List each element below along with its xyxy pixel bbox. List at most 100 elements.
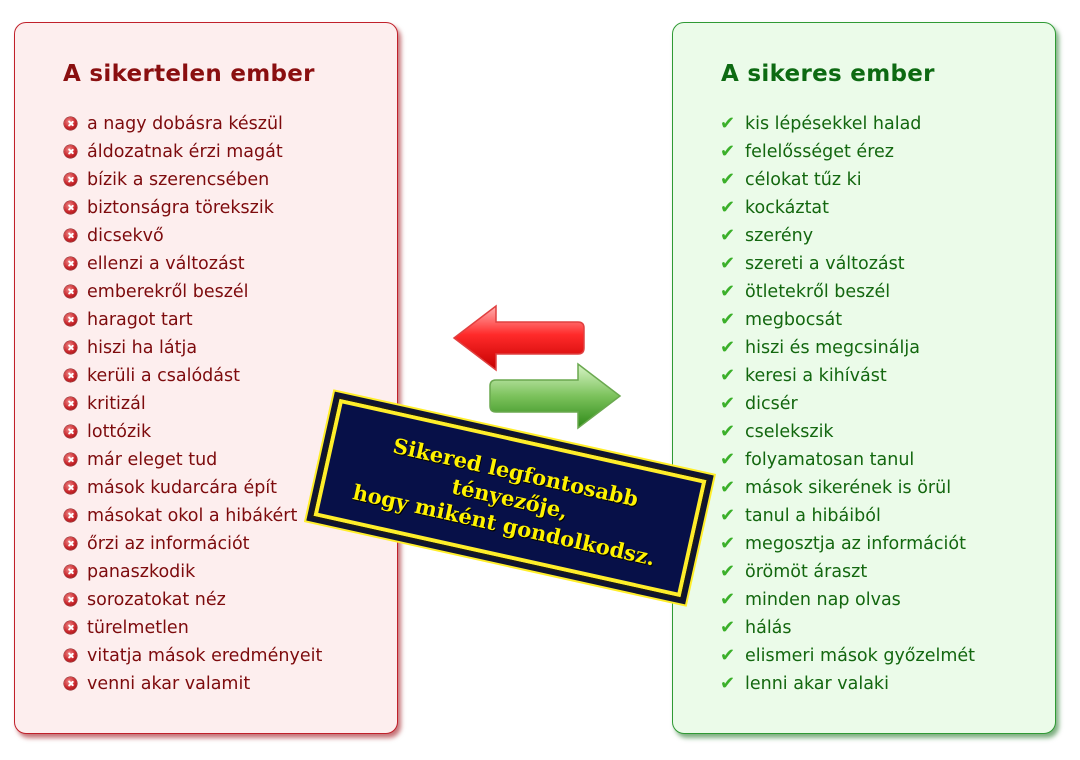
- list-item: ✔ dicsér: [720, 390, 975, 418]
- list-item: hiszi ha látja: [63, 334, 322, 362]
- list-item: kritizál: [63, 390, 322, 418]
- check-icon: ✔: [720, 169, 736, 190]
- list-item: ✔ lenni akar valaki: [720, 670, 975, 698]
- list-item-label: örömöt áraszt: [745, 562, 868, 582]
- x-circle-icon: [64, 369, 77, 382]
- list-item-label: hiszi és megcsinálja: [745, 338, 920, 358]
- x-circle-icon: [64, 677, 77, 690]
- x-circle-icon: [64, 397, 77, 410]
- list-item-label: kritizál: [87, 394, 146, 414]
- unsuccessful-traits-list: a nagy dobásra készül áldozatnak érzi mag…: [63, 110, 322, 698]
- check-icon: ✔: [720, 225, 736, 246]
- list-item: ✔ szereti a változást: [720, 250, 975, 278]
- check-icon: ✔: [720, 393, 736, 414]
- list-item: vitatja mások eredményeit: [63, 642, 322, 670]
- list-item-label: vitatja mások eredményeit: [87, 646, 323, 666]
- list-item: ✔ célokat tűz ki: [720, 166, 975, 194]
- list-item-label: ötletekről beszél: [745, 282, 891, 302]
- successful-person-panel: A sikeres ember ✔ kis lépésekkel halad ✔ fe…: [672, 22, 1056, 734]
- check-icon: ✔: [720, 421, 736, 442]
- check-icon: ✔: [720, 589, 736, 610]
- check-icon: ✔: [720, 141, 736, 162]
- list-item: ✔ szerény: [720, 222, 975, 250]
- list-item-label: a nagy dobásra készül: [87, 114, 283, 134]
- list-item-label: kockáztat: [745, 198, 830, 218]
- list-item: venni akar valamit: [63, 670, 322, 698]
- list-item: ✔ keresi a kihívást: [720, 362, 975, 390]
- list-item: ✔ folyamatosan tanul: [720, 446, 975, 474]
- list-item-label: felelősséget érez: [745, 142, 894, 162]
- list-item: türelmetlen: [63, 614, 322, 642]
- list-item: ✔ ötletekről beszél: [720, 278, 975, 306]
- list-item: sorozatokat néz: [63, 586, 322, 614]
- list-item-label: minden nap olvas: [745, 590, 901, 610]
- x-circle-icon: [64, 453, 77, 466]
- check-icon: ✔: [720, 309, 736, 330]
- list-item: ✔ örömöt áraszt: [720, 558, 975, 586]
- list-item: őrzi az információt: [63, 530, 322, 558]
- list-item-label: bízik a szerencsében: [87, 170, 270, 190]
- list-item: mások kudarcára épít: [63, 474, 322, 502]
- x-circle-icon: [64, 481, 77, 494]
- list-item: áldozatnak érzi magát: [63, 138, 322, 166]
- list-item-label: lenni akar valaki: [745, 674, 889, 694]
- list-item-label: folyamatosan tanul: [745, 450, 915, 470]
- list-item: ✔ felelősséget érez: [720, 138, 975, 166]
- list-item-label: kis lépésekkel halad: [745, 114, 922, 134]
- x-circle-icon: [64, 117, 77, 130]
- list-item-label: emberekről beszél: [87, 282, 249, 302]
- list-item-label: őrzi az információt: [87, 534, 250, 554]
- check-icon: ✔: [720, 673, 736, 694]
- check-icon: ✔: [720, 113, 736, 134]
- list-item-label: hiszi ha látja: [87, 338, 198, 358]
- check-icon: ✔: [720, 617, 736, 638]
- exchange-arrows: [452, 304, 622, 430]
- x-circle-icon: [64, 593, 77, 606]
- list-item: ✔ megbocsát: [720, 306, 975, 334]
- x-circle-icon: [64, 313, 77, 326]
- list-item: ✔ minden nap olvas: [720, 586, 975, 614]
- list-item: ✔ kockáztat: [720, 194, 975, 222]
- check-icon: ✔: [720, 253, 736, 274]
- list-item: ✔ hálás: [720, 614, 975, 642]
- list-item: ✔ kis lépésekkel halad: [720, 110, 975, 138]
- list-item-label: panaszkodik: [87, 562, 196, 582]
- list-item-label: dicsekvő: [87, 226, 164, 246]
- list-item-label: másokat okol a hibákért: [87, 506, 298, 526]
- list-item-label: megosztja az információt: [745, 534, 966, 554]
- check-icon: ✔: [720, 281, 736, 302]
- x-circle-icon: [64, 509, 77, 522]
- list-item-label: dicsér: [745, 394, 798, 414]
- successful-traits-list: ✔ kis lépésekkel halad ✔ felelősséget érez ✔…: [720, 110, 975, 698]
- x-circle-icon: [64, 425, 77, 438]
- list-item: a nagy dobásra készül: [63, 110, 322, 138]
- list-item: már eleget tud: [63, 446, 322, 474]
- list-item: ✔ megosztja az információt: [720, 530, 975, 558]
- x-circle-icon: [64, 229, 77, 242]
- x-circle-icon: [64, 621, 77, 634]
- successful-panel-title: A sikeres ember: [721, 61, 935, 87]
- list-item-label: keresi a kihívást: [745, 366, 887, 386]
- list-item-label: türelmetlen: [87, 618, 189, 638]
- list-item-label: lottózik: [87, 422, 152, 442]
- list-item-label: biztonságra törekszik: [87, 198, 274, 218]
- list-item: ✔ tanul a hibáiból: [720, 502, 975, 530]
- arrow-left-icon: [452, 304, 585, 372]
- list-item-label: hálás: [745, 618, 792, 638]
- x-circle-icon: [64, 257, 77, 270]
- check-icon: ✔: [720, 337, 736, 358]
- list-item-label: áldozatnak érzi magát: [87, 142, 283, 162]
- check-icon: ✔: [720, 365, 736, 386]
- x-circle-icon: [64, 173, 77, 186]
- list-item-label: kerüli a csalódást: [87, 366, 240, 386]
- unsuccessful-person-panel: A sikertelen ember a nagy dobásra készül…: [14, 22, 398, 734]
- arrow-right-icon: [489, 362, 622, 430]
- x-circle-icon: [64, 285, 77, 298]
- x-circle-icon: [64, 565, 77, 578]
- x-circle-icon: [64, 145, 77, 158]
- check-icon: ✔: [720, 561, 736, 582]
- list-item: ✔ elismeri mások győzelmét: [720, 642, 975, 670]
- check-icon: ✔: [720, 477, 736, 498]
- list-item-label: cselekszik: [745, 422, 834, 442]
- list-item: haragot tart: [63, 306, 322, 334]
